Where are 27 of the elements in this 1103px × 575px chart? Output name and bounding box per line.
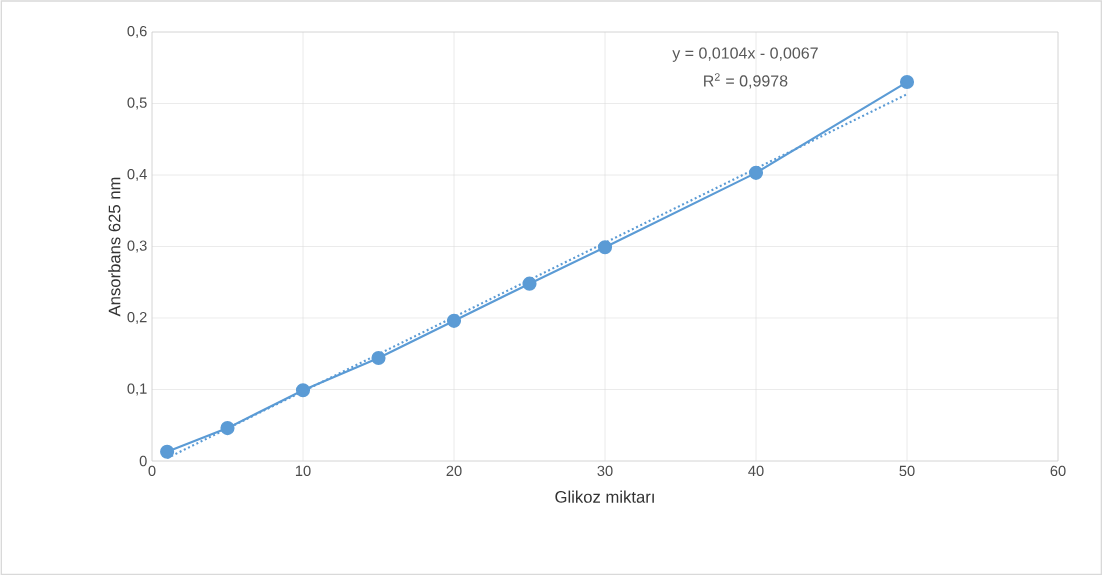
- x-tick-label: 10: [295, 465, 311, 477]
- x-tick-label: 60: [1050, 465, 1066, 477]
- point: [160, 444, 175, 459]
- annotation: R$^{2}$ = 0,9978: [704, 73, 788, 89]
- y-tick-label: 0,5: [127, 97, 147, 110]
- y-tick-label: 0,1: [127, 383, 147, 396]
- x-tick-label: 20: [446, 465, 462, 477]
- point: [220, 421, 235, 436]
- point: [446, 313, 462, 328]
- x-tick-label: 40: [748, 465, 764, 477]
- point: [899, 74, 915, 90]
- x-axis-title: Glikoz miktarı: [555, 490, 654, 503]
- y-tick-label: 0,3: [127, 240, 147, 253]
- point: [371, 350, 386, 366]
- annotation: y = 0,0104x - 0,0067: [672, 47, 818, 62]
- point: [295, 383, 311, 398]
- x-tick-label: 30: [597, 465, 613, 477]
- y-tick-label: 0: [139, 455, 147, 467]
- x-tick-label: 50: [899, 465, 915, 477]
- y-tick-label: 0,6: [127, 25, 147, 39]
- y-axis-title: Ansorbans 625 nm: [108, 177, 121, 317]
- point: [597, 240, 613, 255]
- x-tick-label: 0: [148, 465, 156, 477]
- point: [522, 276, 537, 291]
- point: [748, 165, 764, 180]
- y-tick-label: 0,4: [127, 168, 147, 182]
- y-tick-label: 0,2: [127, 311, 147, 325]
